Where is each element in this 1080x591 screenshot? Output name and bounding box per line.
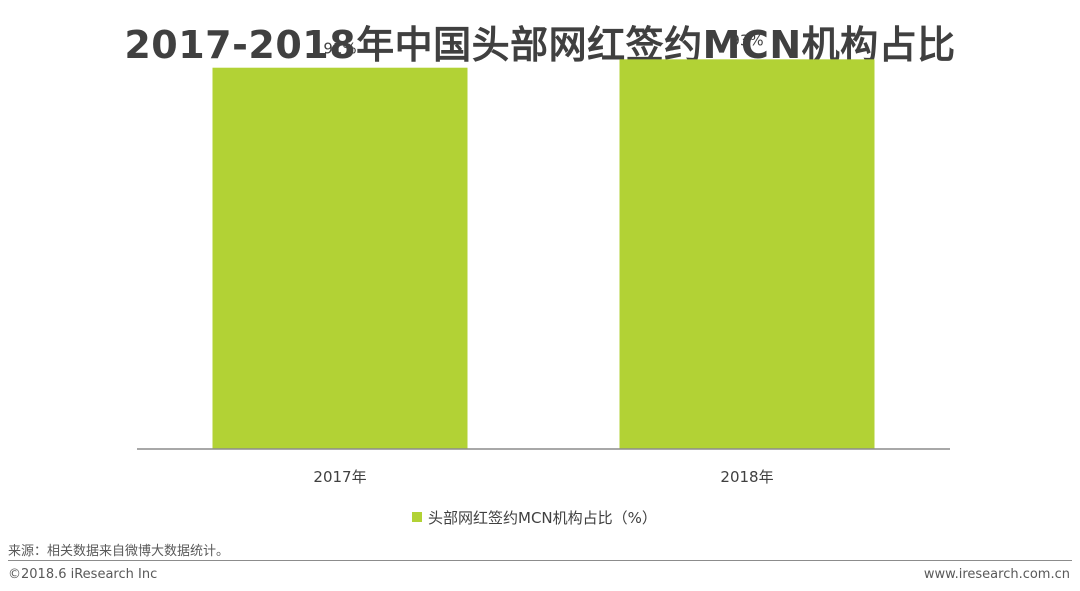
x-tick-label-1: 2018年 — [720, 468, 773, 486]
copyright-text: ©2018.6 iResearch Inc — [8, 567, 158, 582]
data-label-1: 93% — [730, 31, 763, 49]
x-tick-label-0: 2017年 — [313, 468, 366, 486]
bar-1 — [619, 59, 875, 450]
source-note: 来源：相关数据来自微博大数据统计。 — [8, 544, 230, 559]
footer-divider — [8, 560, 1072, 561]
bar-0 — [212, 67, 468, 450]
website-text: www.iresearch.com.cn — [923, 567, 1070, 582]
legend-swatch — [412, 512, 422, 522]
data-label-0: 91% — [323, 40, 356, 58]
legend-label: 头部网红签约MCN机构占比（%） — [428, 509, 657, 527]
